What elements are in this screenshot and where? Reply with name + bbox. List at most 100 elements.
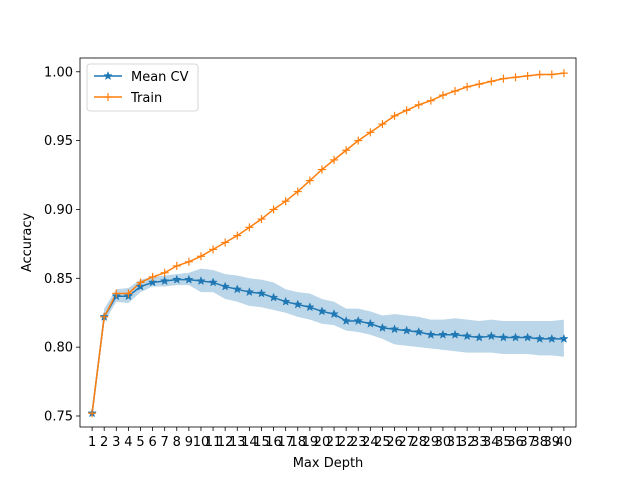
legend-label-train: Train <box>130 91 162 106</box>
train-point <box>245 223 254 232</box>
mean-cv-point <box>147 277 158 287</box>
mean-cv-point <box>401 325 412 335</box>
mean-cv-point <box>498 332 509 342</box>
x-tick-label: 35 <box>495 435 512 450</box>
y-axis-label: Accuracy <box>20 213 35 273</box>
train-point <box>317 165 326 174</box>
plot-area <box>87 69 569 418</box>
x-tick-label: 8 <box>173 435 181 450</box>
x-tick-label: 7 <box>161 435 169 450</box>
x-tick-label: 20 <box>314 435 331 450</box>
train-point <box>184 257 193 266</box>
mean-cv-point <box>220 281 230 291</box>
mean-cv-point <box>256 288 267 298</box>
y-tick-label: 0.75 <box>44 409 73 424</box>
train-point <box>269 205 278 214</box>
x-tick-label: 27 <box>398 435 415 450</box>
train-point <box>209 245 218 254</box>
legend-plus-icon <box>104 93 112 101</box>
train-markers <box>88 69 568 418</box>
x-tick-label: 19 <box>302 435 319 450</box>
train-point <box>547 70 556 79</box>
train-point <box>160 268 169 277</box>
mean-cv-point <box>426 329 436 339</box>
x-tick-label: 34 <box>483 435 500 450</box>
y-tick-label: 0.85 <box>44 272 73 287</box>
axes-frame <box>79 57 577 428</box>
mean-cv-point <box>377 322 388 332</box>
train-point <box>88 409 97 418</box>
train-point <box>136 278 145 287</box>
x-tick-label: 12 <box>217 435 234 450</box>
x-tick-label: 29 <box>423 435 440 450</box>
train-point <box>535 70 544 79</box>
mean-cv-point <box>208 277 218 287</box>
y-tick-label: 1.00 <box>44 65 73 80</box>
train-point <box>112 289 121 298</box>
mean-cv-point <box>184 274 194 284</box>
mean-cv-point <box>268 292 279 302</box>
train-point <box>221 238 230 247</box>
mean-cv-point <box>559 333 569 343</box>
mean-cv-point <box>196 276 206 286</box>
x-tick-label: 17 <box>277 435 294 450</box>
x-axis-label: Max Depth <box>293 456 364 471</box>
mean-cv-point <box>341 315 351 326</box>
mean-cv-point <box>305 302 315 312</box>
legend-star-icon <box>103 70 113 81</box>
x-tick-label: 40 <box>556 435 573 450</box>
x-tick-label: 5 <box>136 435 144 450</box>
mean-cv-point <box>365 318 376 328</box>
x-tick-label: 13 <box>229 435 246 450</box>
x-tick-label: 11 <box>205 435 222 450</box>
x-tick-label: 31 <box>447 435 464 450</box>
train-point <box>172 261 181 270</box>
x-tick-label: 36 <box>507 435 524 450</box>
mean-cv-point <box>329 309 339 319</box>
train-point <box>559 69 568 78</box>
train-point <box>257 215 266 224</box>
x-tick-label: 32 <box>459 435 476 450</box>
mean-cv-point <box>486 331 497 341</box>
x-tick-label: 26 <box>386 435 403 450</box>
x-tick-label: 38 <box>531 435 548 450</box>
mean-cv-point <box>522 332 533 342</box>
x-tick-label: 2 <box>100 435 108 450</box>
train-point <box>487 77 496 86</box>
y-axis-ticks: 0.75 0.80 0.85 0.90 0.95 1.00 <box>44 65 80 424</box>
mean-cv-point <box>547 333 557 343</box>
train-point <box>426 96 435 105</box>
legend: Mean CV Train <box>86 63 199 112</box>
train-point <box>281 197 290 206</box>
mean-cv-point <box>413 326 424 337</box>
y-tick-label: 0.80 <box>44 341 73 356</box>
mean-cv-point <box>232 284 243 294</box>
legend-marker-train <box>104 93 112 101</box>
train-point <box>196 252 205 261</box>
train-point <box>293 187 302 196</box>
train-point <box>475 80 484 89</box>
mean-cv-point <box>172 274 182 284</box>
y-tick-label: 0.90 <box>44 203 73 218</box>
legend-marker-mean-cv <box>103 70 113 81</box>
train-line <box>91 72 564 414</box>
x-tick-label: 28 <box>410 435 427 450</box>
mean-cv-point <box>510 332 521 342</box>
mean-cv-point <box>389 324 400 334</box>
train-point <box>511 73 520 82</box>
x-tick-label: 22 <box>338 435 355 450</box>
x-tick-label: 10 <box>193 435 210 450</box>
x-tick-label: 24 <box>362 435 379 450</box>
x-tick-label: 15 <box>253 435 270 450</box>
x-tick-label: 9 <box>185 435 193 450</box>
mean-cv-point <box>244 287 255 297</box>
train-point <box>233 231 242 240</box>
train-point <box>463 82 472 91</box>
train-point <box>378 120 387 129</box>
x-tick-label: 39 <box>544 435 561 450</box>
mean-cv-point <box>292 299 303 309</box>
train-point <box>451 87 460 96</box>
y-tick-label: 0.95 <box>44 134 73 149</box>
train-point <box>305 176 314 185</box>
